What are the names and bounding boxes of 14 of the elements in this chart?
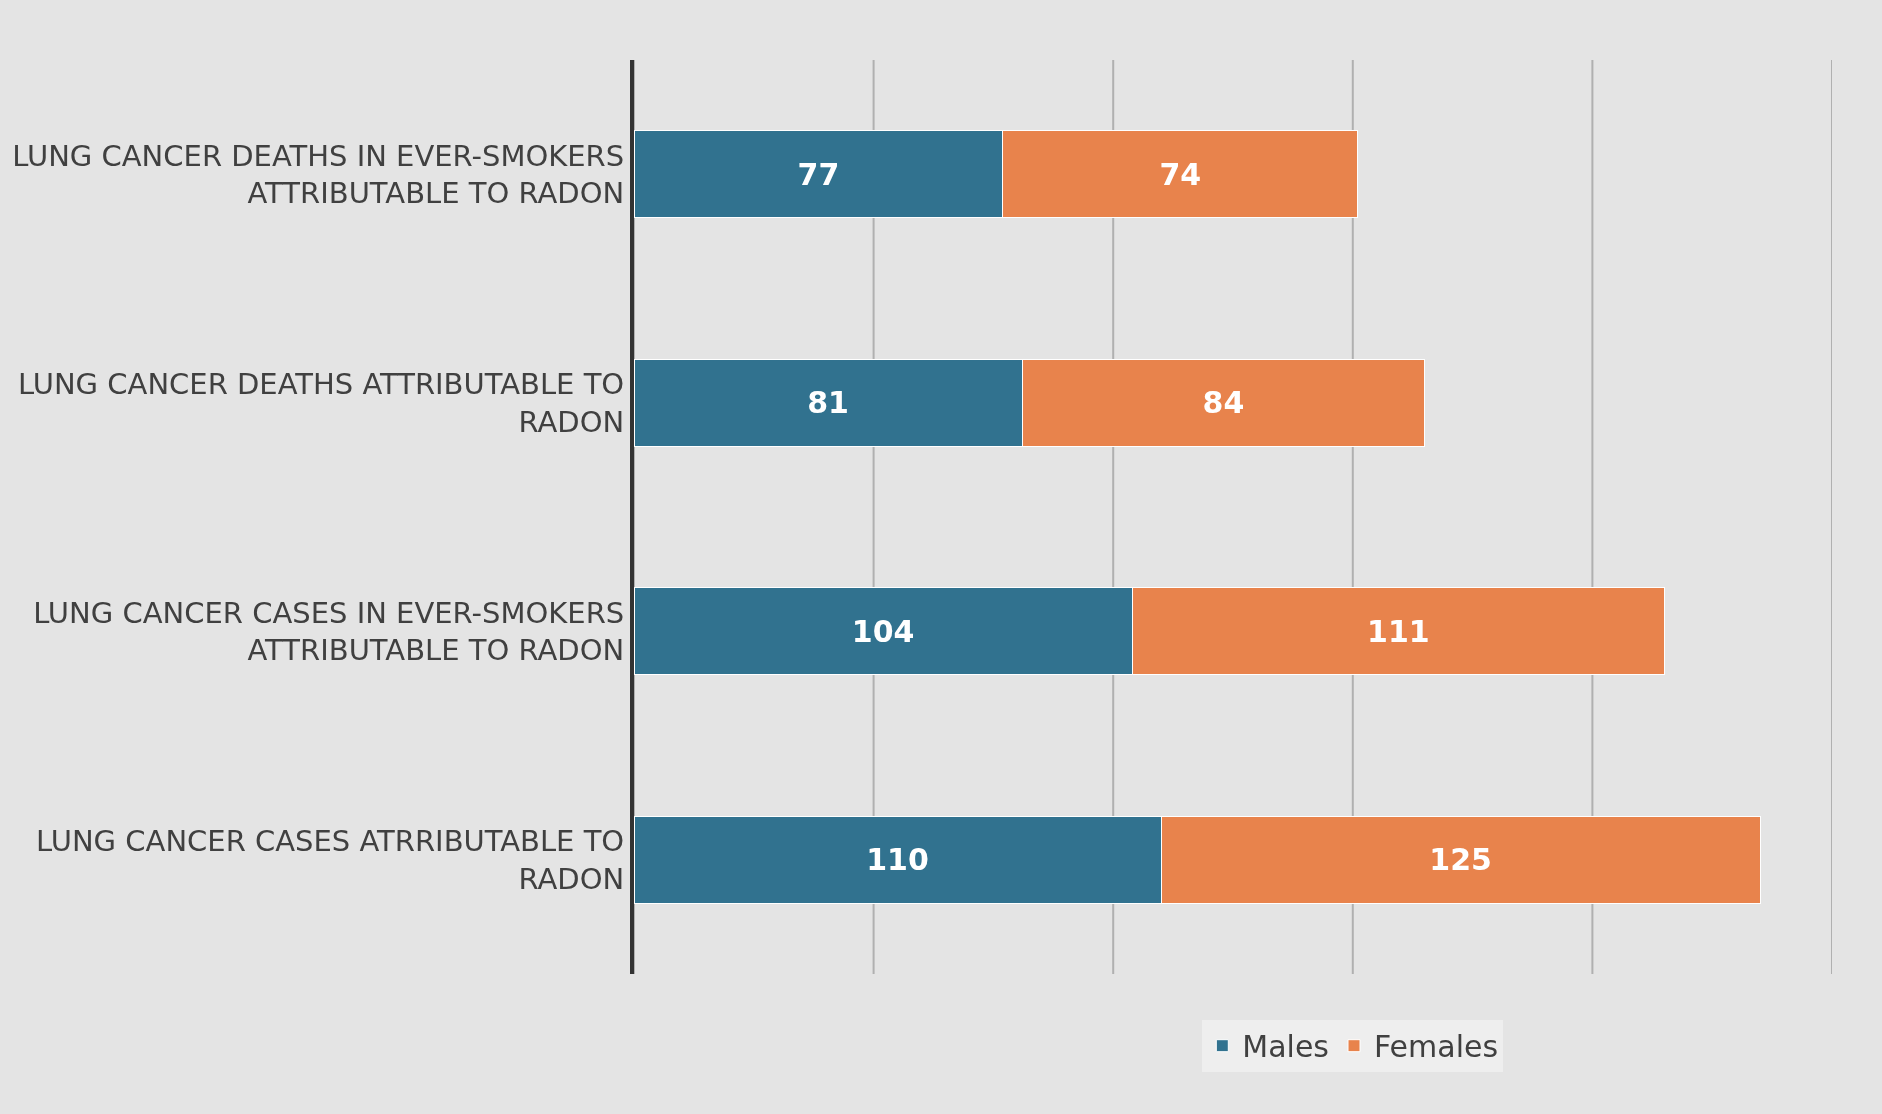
y-tick-label: LUNG CANCER DEATHS ATTRIBUTABLE TO RADON <box>18 367 625 439</box>
y-tick-label: LUNG CANCER CASES ATRRIBUTABLE TO RADON <box>36 824 625 896</box>
legend-label: Males <box>1242 1029 1329 1065</box>
data-label: 81 <box>807 385 849 421</box>
data-label: 125 <box>1429 842 1492 878</box>
y-tick-label: LUNG CANCER CASES IN EVER-SMOKERS ATTRIBUTABLE TO RADON <box>33 595 625 668</box>
data-label: 77 <box>797 156 840 192</box>
data-label: 110 <box>866 842 929 878</box>
data-label: 111 <box>1367 613 1430 649</box>
data-label: 74 <box>1159 156 1202 192</box>
data-label: 104 <box>851 613 915 649</box>
data-label: 84 <box>1202 385 1245 421</box>
legend-label: Females <box>1374 1029 1499 1065</box>
y-tick-label: LUNG CANCER DEATHS IN EVER-SMOKERS ATTRIBUTABLE TO RADON <box>12 138 625 211</box>
